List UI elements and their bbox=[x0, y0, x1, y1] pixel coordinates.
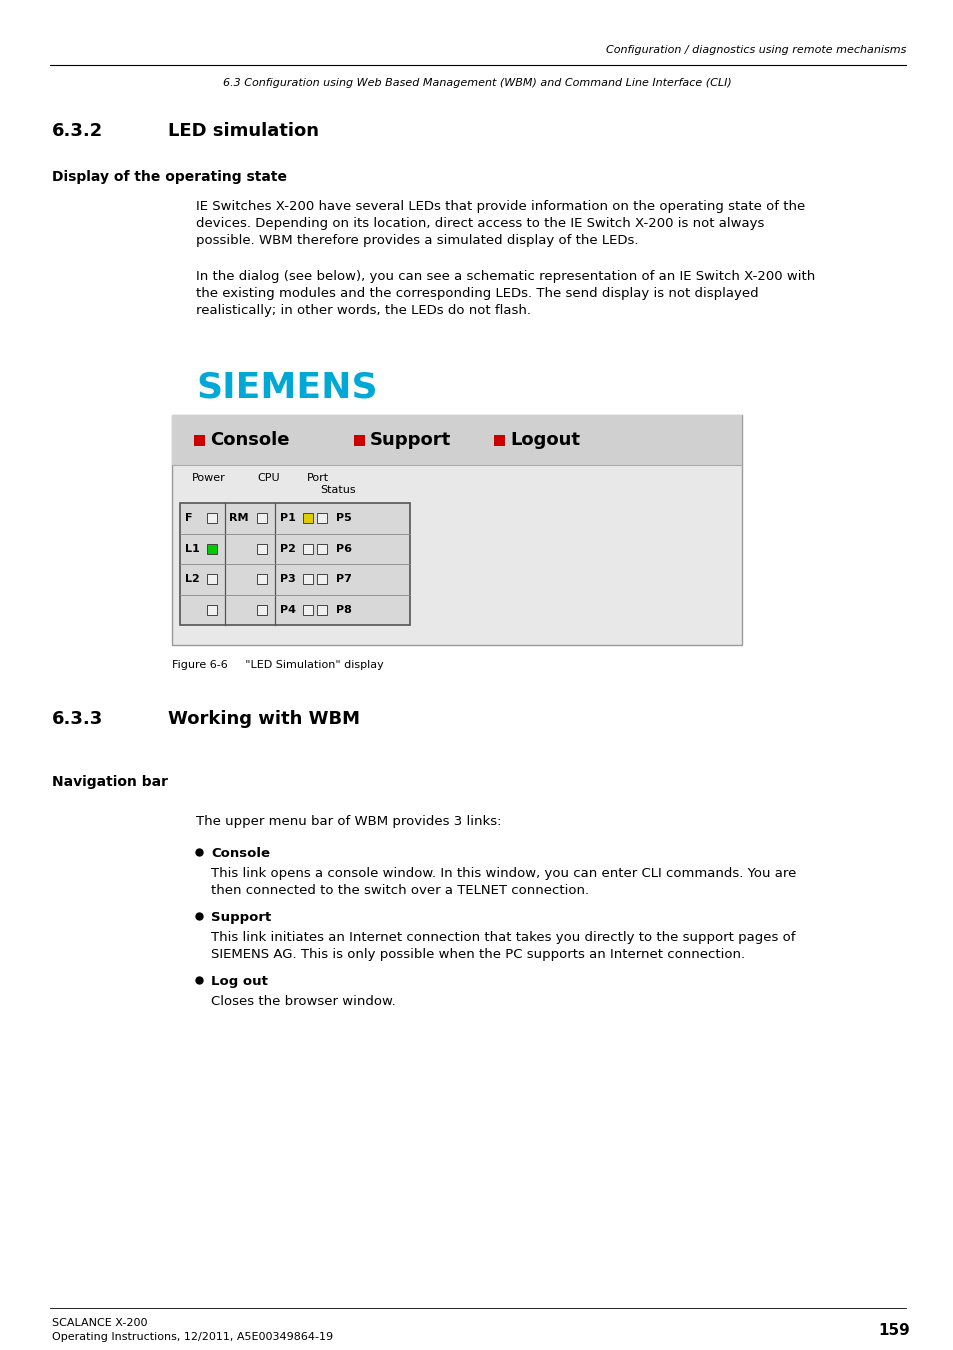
Text: Console: Console bbox=[211, 846, 270, 860]
Text: P6: P6 bbox=[335, 544, 352, 554]
Text: SCALANCE X-200: SCALANCE X-200 bbox=[52, 1318, 148, 1328]
Bar bbox=[316, 605, 327, 614]
Text: P4: P4 bbox=[280, 605, 295, 614]
Text: LED simulation: LED simulation bbox=[168, 122, 318, 140]
Text: Working with WBM: Working with WBM bbox=[168, 710, 359, 728]
Text: Figure 6-6     "LED Simulation" display: Figure 6-6 "LED Simulation" display bbox=[172, 660, 383, 670]
Text: P3: P3 bbox=[280, 574, 295, 585]
Text: P8: P8 bbox=[335, 605, 352, 614]
Text: Port: Port bbox=[307, 472, 329, 483]
Text: 6.3.2: 6.3.2 bbox=[52, 122, 103, 140]
Text: Display of the operating state: Display of the operating state bbox=[52, 170, 287, 184]
Text: This link initiates an Internet connection that takes you directly to the suppor: This link initiates an Internet connecti… bbox=[211, 931, 795, 961]
Text: Operating Instructions, 12/2011, A5E00349864-19: Operating Instructions, 12/2011, A5E0034… bbox=[52, 1332, 333, 1342]
Text: Console: Console bbox=[210, 431, 289, 450]
Text: Logout: Logout bbox=[510, 431, 579, 450]
Text: RM: RM bbox=[229, 513, 248, 524]
Bar bbox=[303, 574, 313, 585]
Bar bbox=[354, 435, 365, 446]
Text: F: F bbox=[185, 513, 193, 524]
Text: 6.3.3: 6.3.3 bbox=[52, 710, 103, 728]
Bar bbox=[303, 513, 313, 524]
Bar bbox=[256, 574, 267, 585]
Bar bbox=[172, 414, 741, 464]
Text: CPU: CPU bbox=[256, 472, 279, 483]
Text: 159: 159 bbox=[878, 1323, 909, 1338]
Text: L1: L1 bbox=[185, 544, 199, 554]
Text: The upper menu bar of WBM provides 3 links:: The upper menu bar of WBM provides 3 lin… bbox=[195, 815, 501, 828]
Bar bbox=[193, 435, 205, 446]
Text: L2: L2 bbox=[185, 574, 199, 585]
Text: P2: P2 bbox=[280, 544, 295, 554]
Text: Support: Support bbox=[370, 431, 451, 450]
Bar bbox=[303, 605, 313, 614]
Text: Status: Status bbox=[319, 485, 355, 495]
Text: P5: P5 bbox=[335, 513, 352, 524]
Text: P1: P1 bbox=[280, 513, 295, 524]
Bar bbox=[172, 414, 741, 645]
Text: Power: Power bbox=[192, 472, 226, 483]
Text: Closes the browser window.: Closes the browser window. bbox=[211, 995, 395, 1008]
Text: IE Switches X-200 have several LEDs that provide information on the operating st: IE Switches X-200 have several LEDs that… bbox=[195, 200, 804, 247]
Text: In the dialog (see below), you can see a schematic representation of an IE Switc: In the dialog (see below), you can see a… bbox=[195, 270, 815, 317]
Text: Configuration / diagnostics using remote mechanisms: Configuration / diagnostics using remote… bbox=[605, 45, 905, 55]
Text: Navigation bar: Navigation bar bbox=[52, 775, 168, 788]
Bar bbox=[316, 544, 327, 554]
Bar bbox=[256, 605, 267, 614]
Text: Log out: Log out bbox=[211, 975, 268, 988]
Bar bbox=[207, 544, 216, 554]
Text: P7: P7 bbox=[335, 574, 352, 585]
Bar bbox=[316, 574, 327, 585]
Text: This link opens a console window. In this window, you can enter CLI commands. Yo: This link opens a console window. In thi… bbox=[211, 867, 796, 896]
Bar bbox=[180, 504, 410, 625]
Bar bbox=[207, 513, 216, 524]
Bar bbox=[207, 574, 216, 585]
Bar bbox=[494, 435, 504, 446]
Bar bbox=[316, 513, 327, 524]
Text: SIEMENS: SIEMENS bbox=[195, 370, 377, 404]
Bar bbox=[207, 605, 216, 614]
Bar bbox=[256, 513, 267, 524]
Text: Support: Support bbox=[211, 911, 271, 923]
Bar bbox=[256, 544, 267, 554]
Text: 6.3 Configuration using Web Based Management (WBM) and Command Line Interface (C: 6.3 Configuration using Web Based Manage… bbox=[222, 78, 731, 88]
Bar bbox=[303, 544, 313, 554]
